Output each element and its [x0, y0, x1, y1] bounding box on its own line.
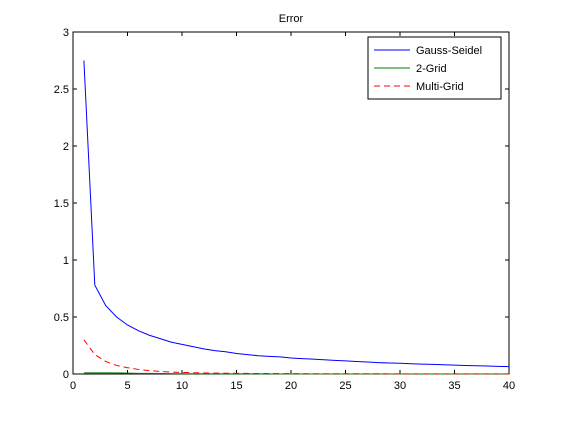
- y-tick-label: 2.5: [54, 84, 69, 96]
- x-tick-label: 20: [285, 380, 297, 392]
- y-tick-label: 3: [63, 27, 69, 39]
- y-tick-label: 0: [63, 369, 69, 381]
- y-tick-label: 0.5: [54, 312, 69, 324]
- x-tick-label: 35: [448, 380, 460, 392]
- x-tick-label: 25: [339, 380, 351, 392]
- y-tick-label: 2: [63, 141, 69, 153]
- x-tick-label: 40: [503, 380, 515, 392]
- x-tick-label: 15: [230, 380, 242, 392]
- series-line-multi-grid: [83, 339, 509, 375]
- legend-label: Gauss-Seidel: [416, 45, 482, 57]
- series-line-2-grid: [83, 372, 509, 375]
- legend: Gauss-Seidel 2-Grid Multi-Grid: [367, 36, 502, 100]
- chart-title: Error: [279, 13, 304, 25]
- y-tick-label: 1.5: [54, 198, 69, 210]
- x-tick-label: 10: [176, 380, 188, 392]
- legend-label: Multi-Grid: [416, 81, 464, 93]
- x-tick-label: 5: [124, 380, 130, 392]
- legend-label: 2-Grid: [416, 63, 447, 75]
- x-tick-label: 0: [70, 380, 76, 392]
- x-tick-label: 30: [394, 380, 406, 392]
- y-tick-label: 1: [63, 255, 69, 267]
- series-line-gauss-seidel: [83, 60, 510, 368]
